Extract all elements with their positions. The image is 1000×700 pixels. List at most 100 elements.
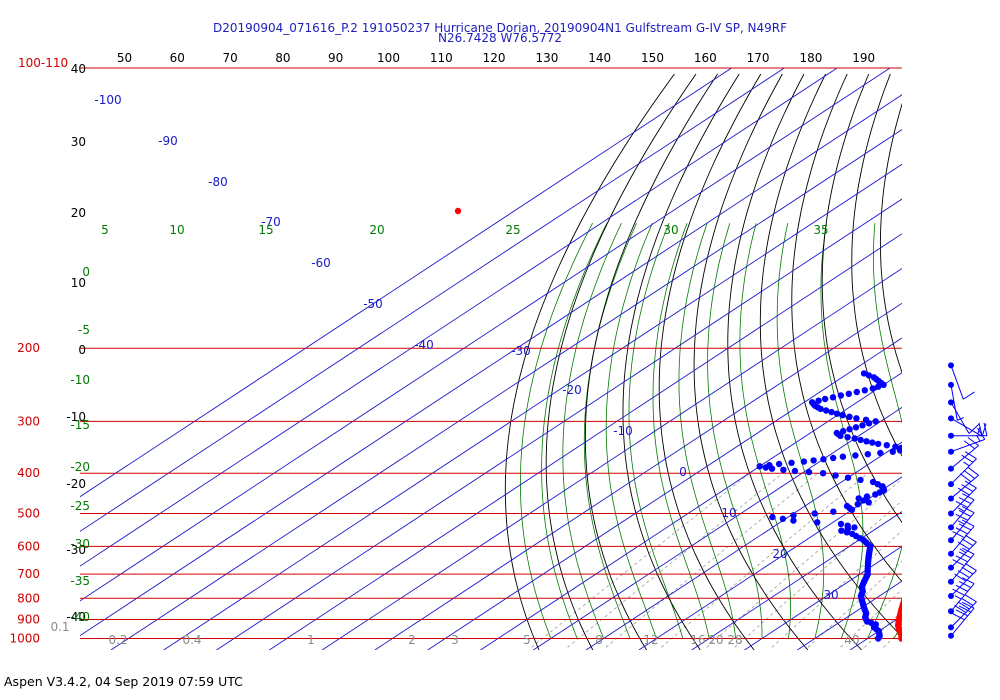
mixing-ratio-label: 16 [690,633,705,647]
temperature-point [930,505,936,511]
dewpoint-point [851,524,858,531]
dewpoint-point [840,427,847,435]
mixing-ratio-label: 1 [307,633,315,647]
top-tick-label: 90 [328,51,343,65]
moist-adiabat-label: 30 [663,223,678,237]
pressure-label: 600 [17,539,40,553]
dewpoint-point [805,468,813,476]
temperature-point [920,531,926,537]
isotherm-line [163,163,902,650]
isotherm-label: -90 [158,134,178,148]
temperature-point [914,545,920,551]
mixing-ratio-label: 0.1 [50,620,69,634]
temperature-point [941,352,947,358]
mixing-ratio-label: 40 [844,633,859,647]
mixing-ratio-label: 0.4 [182,633,201,647]
wind-barb-flag [964,594,977,603]
wind-barb-flag [952,588,965,596]
isotherm-line [321,267,902,650]
temperature-point [946,441,952,447]
dry-adiabat [987,74,1000,650]
left-tick-label: 30 [71,135,86,149]
left-tick-label: 40 [71,62,86,76]
temperature-point [918,535,924,541]
dry-adiabat [693,73,809,650]
temperature-point [942,386,948,392]
isotherm-line [903,68,1000,650]
temperature-point [942,468,948,474]
wind-barb-flag [952,613,965,621]
moist-adiabat-label: -35 [70,574,90,588]
top-tick-label: 120 [483,51,506,65]
isotherm-label: -80 [208,175,228,189]
pressure-label-top: 100-110 [18,56,68,70]
temperature-point [933,498,939,504]
isotherm-label: -40 [414,338,434,352]
temperature-point [928,510,934,516]
wind-barb [948,601,975,639]
pressure-label: 500 [17,506,40,520]
temperature-point [929,508,935,514]
wind-barb-flag [967,437,979,446]
temperature-point [941,354,947,360]
dewpoint-point [852,424,860,431]
temperature-point [907,581,913,587]
wind-barb-staff [950,499,975,528]
wind-barb-station-dot [948,624,954,631]
wind-barb-flag [962,601,975,609]
wind-barb-staff [950,583,975,612]
mixing-ratio-lines [531,472,902,648]
left-tick-label: 0 [78,343,86,357]
moist-adiabat [707,223,763,639]
left-tick-label: 20 [71,206,86,220]
top-tick-label: 100 [377,51,400,65]
wind-barb-station-dot [948,537,954,544]
temperature-point [912,563,918,569]
dewpoint-point [845,390,852,397]
temperature-point [946,439,952,445]
dry-adiabat [504,73,675,650]
wind-barb-staff [950,601,977,628]
top-tick-label: 190 [852,51,875,65]
isotherm-line [80,68,838,567]
wind-barb-flag [983,422,988,436]
axis-labels: 50 60 70 80 90 100 110 120 130 140 150 160 170 180 190… [50,51,875,647]
moist-adiabat-label: -40 [70,610,90,624]
wind-barb-flag [963,440,976,450]
wind-barb-flag [961,597,974,606]
temperature-point [924,520,930,526]
wind-barb [948,466,979,502]
temperature-point [936,487,942,493]
isotherm-label: -10 [613,424,633,438]
wind-barb-half-flag [959,548,967,554]
dry-adiabat [658,73,762,650]
dewpoint-point [769,513,776,521]
pressure-label: 300 [17,414,40,428]
temperature-point [937,485,943,491]
wind-barb-staff [950,438,985,453]
dewpoint-point [855,495,862,502]
wind-barb-staff [950,607,975,637]
temperature-point [939,477,945,483]
isotherm-line [269,233,902,650]
dewpoint-point [814,519,821,526]
dewpoint-point [861,387,868,394]
pressure-label: 700 [17,567,40,581]
dewpoint-point [863,438,870,445]
temperature-point [941,367,947,373]
wind-barb-half-flag [963,461,970,467]
isotherm-line [956,68,1000,650]
top-tick-label: 150 [641,51,664,65]
isotherm-label: -30 [511,344,531,358]
dewpoint-point [839,412,846,419]
sounding-traces [454,207,952,642]
temperature-point [935,495,941,501]
moist-adiabat [776,223,825,639]
temperature-point [942,463,948,469]
wind-barb-flag [961,566,974,575]
dewpoint-point [821,395,829,403]
moist-adiabat-label: -15 [70,418,90,432]
temperature-point [943,454,949,460]
wind-barb [948,493,975,531]
temperature-point [941,376,947,382]
